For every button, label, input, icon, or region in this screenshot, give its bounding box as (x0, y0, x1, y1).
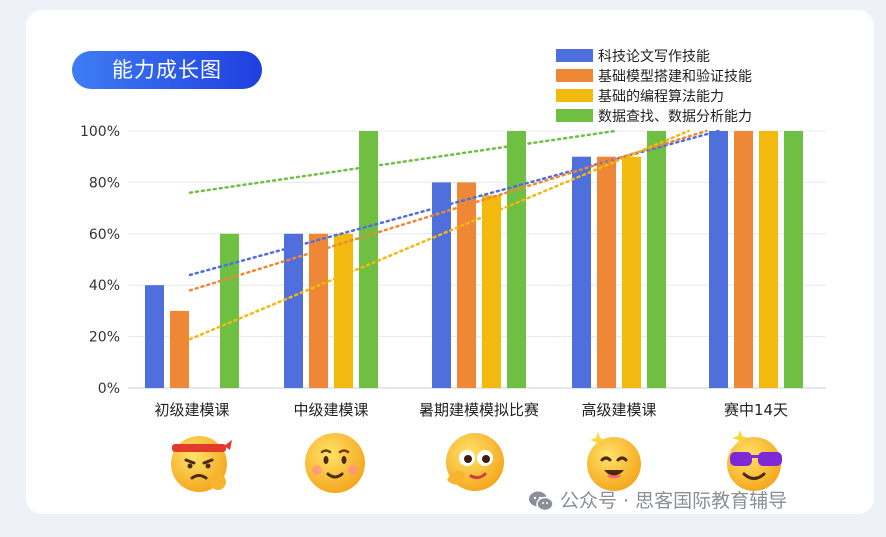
bar-2-1 (334, 233, 353, 388)
bar-1-1 (309, 233, 328, 388)
bar-1-4 (734, 131, 753, 388)
legend-swatch-1 (556, 69, 593, 82)
legend-label-3: 数据查找、数据分析能力 (598, 109, 752, 125)
bar-3-0 (220, 233, 239, 388)
bar-3-4 (784, 131, 803, 388)
bar-3-2 (507, 131, 526, 388)
watermark-text: 公众号 · 思客国际教育辅导 (560, 490, 788, 512)
chart-title: 能力成长图 (72, 51, 262, 89)
y-tick-label: 40% (89, 278, 120, 294)
wechat-icon (529, 491, 554, 512)
y-tick-label: 100% (80, 124, 120, 140)
trendline-1 (188, 129, 708, 292)
x-tick-label: 赛中14天 (724, 401, 788, 419)
legend-swatch-0 (556, 49, 593, 62)
bar-1-0 (170, 310, 189, 388)
legend-label-1: 基础模型搭建和验证技能 (598, 68, 752, 85)
trendline-2 (188, 129, 690, 341)
bar-2-3 (622, 156, 641, 388)
bar-1-3 (597, 156, 616, 388)
x-tick-label: 初级建模课 (154, 401, 229, 419)
bar-0-2 (432, 182, 451, 388)
legend-label-0: 科技论文写作技能 (598, 49, 710, 65)
trendlines (188, 129, 720, 341)
y-tick-label: 0% (98, 381, 120, 397)
y-tick-labels: 0% 20% 40% 60% 80% 100% (80, 124, 120, 397)
trendline-0 (188, 129, 720, 277)
bar-0-3 (572, 156, 591, 388)
y-tick-label: 20% (89, 330, 120, 346)
legend-swatch-3 (556, 109, 593, 122)
bars (145, 131, 803, 388)
x-tick-label: 中级建模课 (293, 401, 368, 419)
bar-2-4 (759, 131, 778, 388)
sparkle-laughing-face-icon (587, 432, 641, 491)
watermark: 公众号 · 思客国际教育辅导 (528, 488, 787, 514)
trendline-3 (188, 129, 617, 194)
smiling-face-icon (305, 433, 365, 493)
bar-2-2 (482, 195, 501, 388)
bar-0-4 (709, 131, 728, 388)
legend-label-2: 基础的编程算法能力 (598, 88, 724, 105)
headband-determined-face-icon (171, 436, 232, 492)
bar-3-1 (359, 131, 378, 388)
bar-3-3 (647, 131, 666, 388)
bar-1-2 (457, 182, 476, 388)
x-tick-label: 暑期建模模拟比赛 (419, 401, 539, 419)
bar-0-1 (284, 233, 303, 388)
x-tick-labels: 初级建模课 中级建模课 暑期建模模拟比赛 高级建模课 赛中14天 (154, 401, 788, 419)
x-tick-label: 高级建模课 (581, 401, 656, 419)
sunglasses-face-icon (727, 430, 782, 491)
y-tick-label: 60% (89, 227, 120, 243)
legend-swatch-2 (556, 89, 593, 102)
thinking-face-icon (446, 433, 504, 491)
y-tick-label: 80% (89, 175, 120, 191)
bar-0-0 (145, 285, 164, 388)
